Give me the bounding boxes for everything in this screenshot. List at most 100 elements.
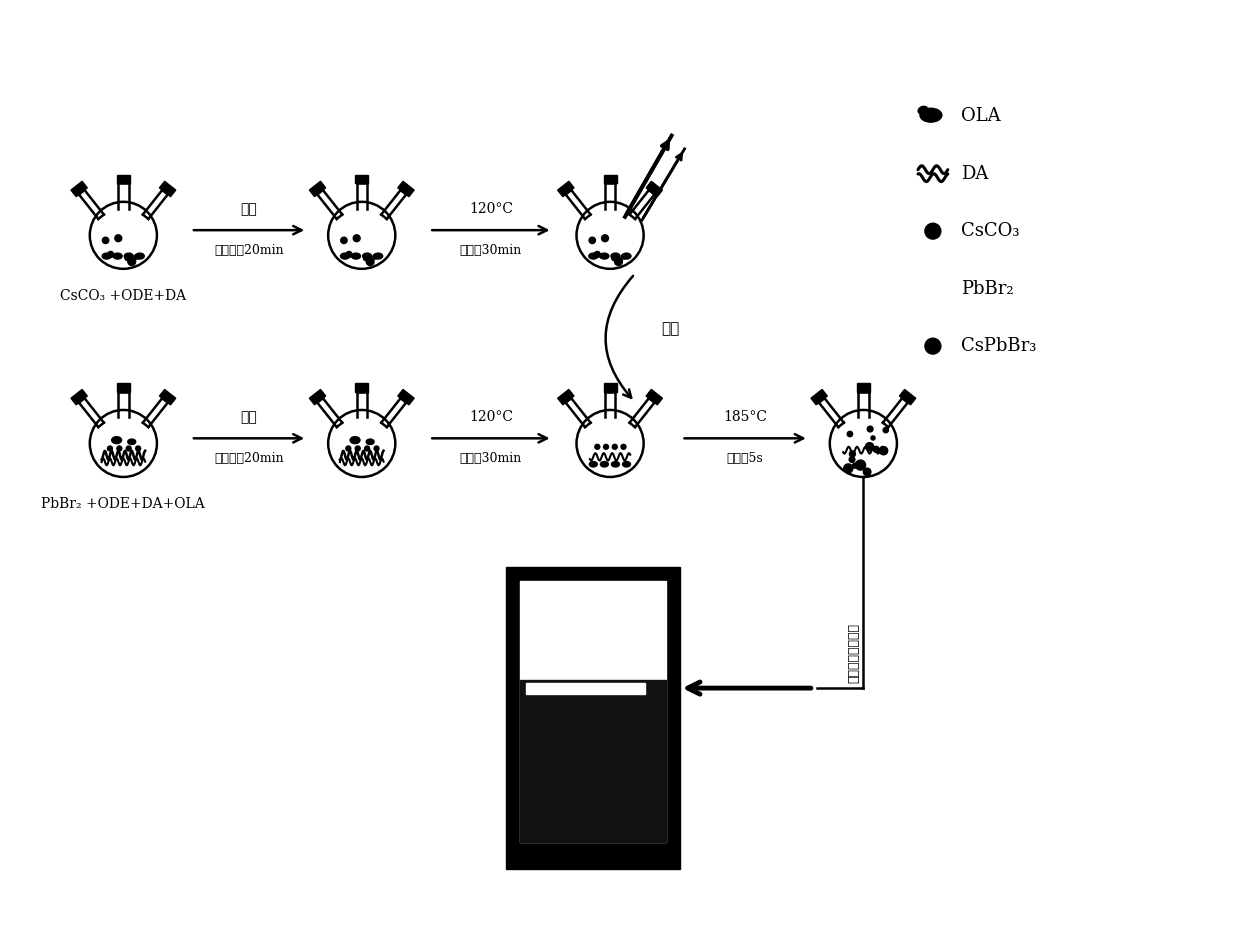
Circle shape [108, 251, 114, 258]
Polygon shape [811, 390, 827, 405]
Text: CsCO₃ +ODE+DA: CsCO₃ +ODE+DA [61, 288, 186, 302]
Text: OLA: OLA [961, 107, 1001, 125]
Polygon shape [71, 390, 87, 405]
Circle shape [346, 251, 352, 258]
Text: CsCO₃: CsCO₃ [961, 222, 1019, 240]
Polygon shape [899, 390, 916, 405]
Text: 氮气，5s: 氮气，5s [727, 452, 764, 465]
Ellipse shape [600, 462, 609, 467]
Circle shape [873, 447, 879, 452]
Ellipse shape [589, 253, 598, 259]
Circle shape [355, 446, 360, 451]
Polygon shape [309, 181, 326, 196]
Text: DA: DA [961, 165, 988, 183]
Circle shape [867, 427, 873, 432]
Circle shape [856, 460, 866, 470]
Ellipse shape [112, 437, 122, 444]
Circle shape [621, 445, 626, 449]
Circle shape [115, 235, 122, 242]
Text: 氮气，30min: 氮气，30min [460, 452, 522, 465]
Circle shape [353, 235, 360, 242]
Text: CsPbBr₃: CsPbBr₃ [961, 337, 1037, 356]
Circle shape [843, 464, 853, 473]
Circle shape [863, 468, 870, 476]
Circle shape [604, 445, 609, 449]
Ellipse shape [611, 462, 620, 467]
Polygon shape [356, 383, 368, 392]
Ellipse shape [352, 253, 361, 259]
Text: 120°C: 120°C [469, 410, 513, 425]
Bar [506, 567, 680, 869]
Ellipse shape [366, 439, 374, 445]
Text: 120°C: 120°C [469, 202, 513, 216]
Polygon shape [160, 390, 176, 405]
Polygon shape [398, 390, 414, 405]
Circle shape [925, 223, 941, 239]
Circle shape [879, 447, 888, 455]
Circle shape [365, 446, 370, 451]
Polygon shape [117, 383, 130, 392]
Ellipse shape [600, 253, 609, 259]
Circle shape [374, 446, 379, 451]
Circle shape [852, 464, 858, 468]
Text: PbBr₂: PbBr₂ [961, 280, 1013, 298]
Polygon shape [398, 181, 414, 196]
Ellipse shape [920, 108, 942, 122]
Ellipse shape [373, 253, 383, 259]
Circle shape [601, 235, 609, 242]
Ellipse shape [589, 462, 598, 467]
Circle shape [346, 446, 351, 451]
Polygon shape [646, 181, 662, 196]
Text: 室温: 室温 [241, 410, 258, 425]
Polygon shape [558, 390, 574, 405]
Circle shape [883, 428, 888, 433]
Circle shape [589, 237, 595, 244]
Text: 注入: 注入 [662, 322, 680, 337]
Polygon shape [604, 175, 616, 183]
Circle shape [128, 258, 135, 265]
Circle shape [847, 431, 853, 437]
Text: 氮气，30min: 氮气，30min [460, 244, 522, 257]
Circle shape [866, 443, 874, 450]
Text: PbBr₂ +ODE+DA+OLA: PbBr₂ +ODE+DA+OLA [41, 497, 206, 511]
Polygon shape [309, 390, 326, 405]
Circle shape [849, 457, 854, 463]
Ellipse shape [918, 106, 928, 114]
Circle shape [135, 446, 140, 451]
Circle shape [126, 446, 131, 451]
Ellipse shape [622, 253, 631, 259]
Polygon shape [117, 175, 130, 183]
Circle shape [925, 338, 941, 354]
Circle shape [125, 256, 130, 261]
Circle shape [615, 258, 622, 265]
Ellipse shape [102, 253, 112, 259]
Ellipse shape [350, 437, 360, 444]
Polygon shape [160, 181, 176, 196]
Bar [520, 581, 666, 842]
Ellipse shape [113, 253, 122, 259]
Polygon shape [558, 181, 574, 196]
Circle shape [870, 436, 875, 440]
Bar [520, 680, 666, 842]
Ellipse shape [135, 253, 144, 259]
Circle shape [117, 446, 122, 451]
Circle shape [613, 445, 618, 449]
Circle shape [849, 451, 856, 457]
Circle shape [366, 258, 374, 265]
Polygon shape [356, 175, 368, 183]
Circle shape [103, 237, 109, 244]
Circle shape [363, 256, 368, 261]
Circle shape [611, 256, 616, 261]
Ellipse shape [622, 462, 630, 467]
Text: 抽真空，20min: 抽真空，20min [215, 244, 284, 257]
Circle shape [341, 237, 347, 244]
Bar [526, 684, 645, 694]
Circle shape [373, 254, 377, 259]
Circle shape [621, 254, 626, 259]
Polygon shape [857, 383, 869, 392]
Polygon shape [71, 181, 87, 196]
Text: 抽真空，20min: 抽真空，20min [215, 452, 284, 465]
Ellipse shape [341, 253, 350, 259]
Text: 室温: 室温 [241, 202, 258, 216]
Ellipse shape [362, 253, 372, 259]
